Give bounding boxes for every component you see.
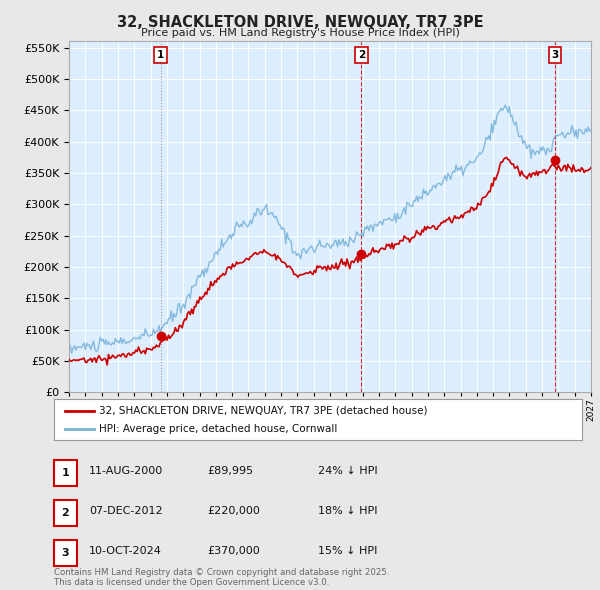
- Text: 1: 1: [62, 468, 69, 478]
- Text: £220,000: £220,000: [207, 506, 260, 516]
- Text: Contains HM Land Registry data © Crown copyright and database right 2025.
This d: Contains HM Land Registry data © Crown c…: [54, 568, 389, 587]
- Text: 11-AUG-2000: 11-AUG-2000: [89, 466, 163, 476]
- Text: 07-DEC-2012: 07-DEC-2012: [89, 506, 163, 516]
- Text: 18% ↓ HPI: 18% ↓ HPI: [318, 506, 377, 516]
- Text: 32, SHACKLETON DRIVE, NEWQUAY, TR7 3PE (detached house): 32, SHACKLETON DRIVE, NEWQUAY, TR7 3PE (…: [99, 406, 427, 416]
- Text: HPI: Average price, detached house, Cornwall: HPI: Average price, detached house, Corn…: [99, 424, 337, 434]
- Text: £89,995: £89,995: [207, 466, 253, 476]
- Text: 2: 2: [358, 50, 365, 60]
- Text: Price paid vs. HM Land Registry's House Price Index (HPI): Price paid vs. HM Land Registry's House …: [140, 28, 460, 38]
- Text: 3: 3: [62, 548, 69, 558]
- Text: 3: 3: [551, 50, 559, 60]
- Text: 2: 2: [62, 508, 69, 518]
- Text: 15% ↓ HPI: 15% ↓ HPI: [318, 546, 377, 556]
- Text: 1: 1: [157, 50, 164, 60]
- Text: 10-OCT-2024: 10-OCT-2024: [89, 546, 161, 556]
- Text: £370,000: £370,000: [207, 546, 260, 556]
- Text: 32, SHACKLETON DRIVE, NEWQUAY, TR7 3PE: 32, SHACKLETON DRIVE, NEWQUAY, TR7 3PE: [116, 15, 484, 30]
- Text: 24% ↓ HPI: 24% ↓ HPI: [318, 466, 377, 476]
